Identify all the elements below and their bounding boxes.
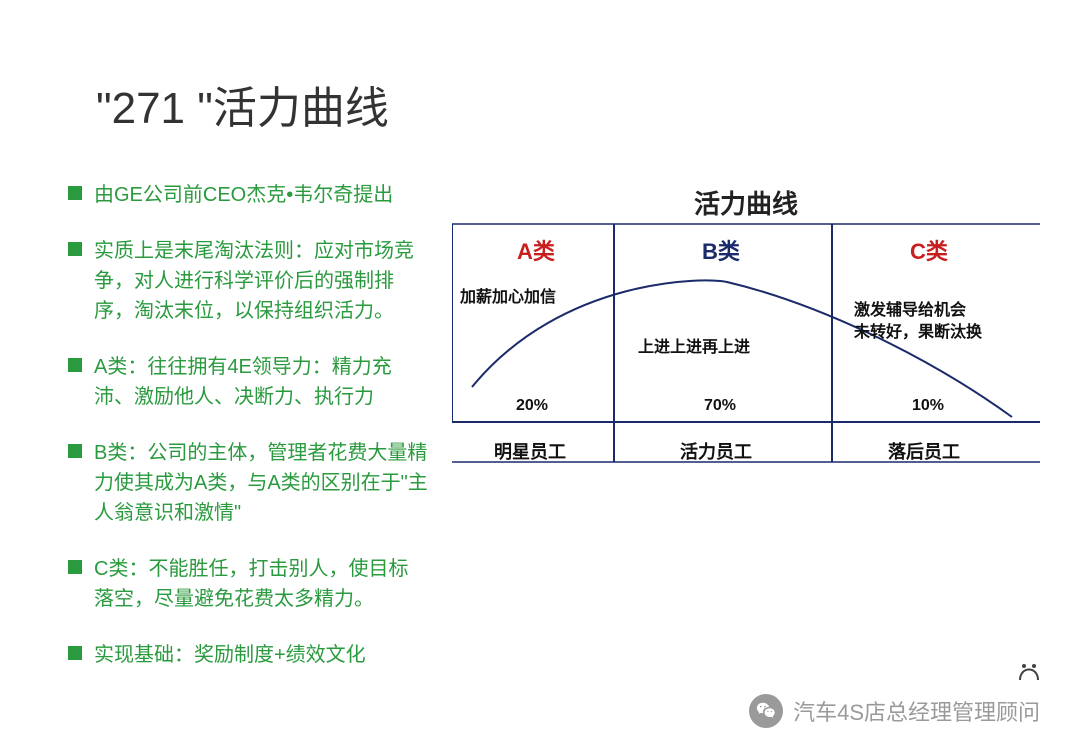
wechat-icon: [749, 694, 783, 728]
segment-label: C类: [910, 234, 948, 266]
bullet-square-icon: [68, 560, 82, 574]
segment-label: B类: [702, 234, 740, 266]
bullet-square-icon: [68, 444, 82, 458]
segment-employee-type: 活力员工: [680, 438, 752, 464]
bullet-text: 实现基础：奖励制度+绩效文化: [94, 640, 366, 670]
segment-percent: 10%: [912, 397, 944, 415]
segment-annotation: 加薪加心加信: [460, 287, 556, 309]
slide: "271 "活力曲线 由GE公司前CEO杰克•韦尔奇提出实质上是末尾淘汰法则：应…: [0, 0, 1080, 748]
corner-mark-icon: [1014, 656, 1044, 686]
footer-text: 汽车4S店总经理管理顾问: [793, 695, 1040, 727]
bullet-item: A类：往往拥有4E领导力：精力充沛、激励他人、决断力、执行力: [68, 352, 428, 412]
bullet-text: C类：不能胜任，打击别人，使目标落空，尽量避免花费太多精力。: [94, 554, 428, 614]
vitality-curve-diagram: 活力曲线 A类加薪加心加信 20% 明星员工 B类上进上进再上进 70% 活力员工 C类激发…: [452, 184, 1040, 484]
diagram-title: 活力曲线: [452, 184, 1040, 221]
bullet-text: B类：公司的主体，管理者花费大量精力使其成为A类，与A类的区别在于"主人翁意识和…: [94, 438, 428, 528]
segment-percent: 70%: [704, 397, 736, 415]
footer: 汽车4S店总经理管理顾问: [749, 694, 1040, 728]
bullet-item: C类：不能胜任，打击别人，使目标落空，尽量避免花费太多精力。: [68, 554, 428, 614]
diagram-chart: A类加薪加心加信 20% 明星员工 B类上进上进再上进 70% 活力员工 C类激发辅导给机会…: [452, 222, 1040, 484]
bullet-item: 实质上是末尾淘汰法则：应对市场竞争，对人进行科学评价后的强制排序，淘汰末位，以保…: [68, 236, 428, 326]
bullet-text: 由GE公司前CEO杰克•韦尔奇提出: [94, 180, 393, 210]
bullet-text: A类：往往拥有4E领导力：精力充沛、激励他人、决断力、执行力: [94, 352, 428, 412]
segment-percent: 20%: [516, 397, 548, 415]
bullet-square-icon: [68, 242, 82, 256]
bullet-item: 由GE公司前CEO杰克•韦尔奇提出: [68, 180, 428, 210]
slide-title: "271 "活力曲线: [96, 72, 389, 136]
segment-annotation: 激发辅导给机会 未转好，果断汰换: [854, 300, 982, 344]
bullet-square-icon: [68, 646, 82, 660]
bullet-list: 由GE公司前CEO杰克•韦尔奇提出实质上是末尾淘汰法则：应对市场竞争，对人进行科…: [68, 180, 428, 696]
bullet-item: B类：公司的主体，管理者花费大量精力使其成为A类，与A类的区别在于"主人翁意识和…: [68, 438, 428, 528]
segment-employee-type: 明星员工: [494, 438, 566, 464]
bullet-square-icon: [68, 186, 82, 200]
bullet-text: 实质上是末尾淘汰法则：应对市场竞争，对人进行科学评价后的强制排序，淘汰末位，以保…: [94, 236, 428, 326]
bullet-item: 实现基础：奖励制度+绩效文化: [68, 640, 428, 670]
segment-label: A类: [517, 234, 555, 266]
segment-annotation: 上进上进再上进: [638, 337, 750, 359]
segment-employee-type: 落后员工: [888, 438, 960, 464]
bullet-square-icon: [68, 358, 82, 372]
